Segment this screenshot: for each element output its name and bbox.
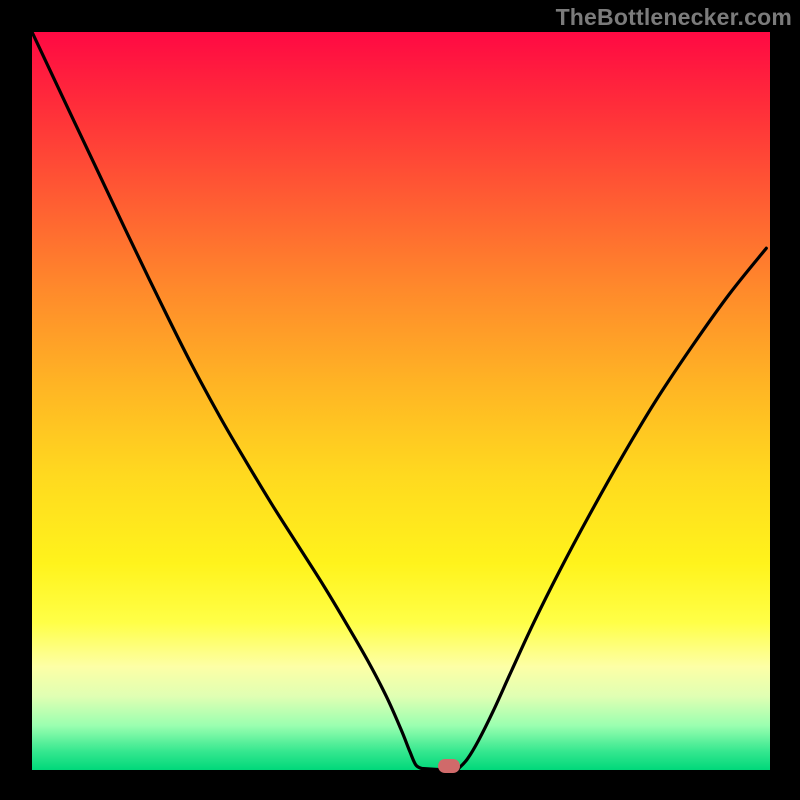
plot-area <box>32 32 770 770</box>
bottleneck-curve <box>32 32 770 770</box>
curve-left <box>32 32 422 769</box>
watermark-text: TheBottlenecker.com <box>556 4 792 31</box>
curve-right <box>459 248 767 768</box>
optimum-marker <box>438 759 460 773</box>
